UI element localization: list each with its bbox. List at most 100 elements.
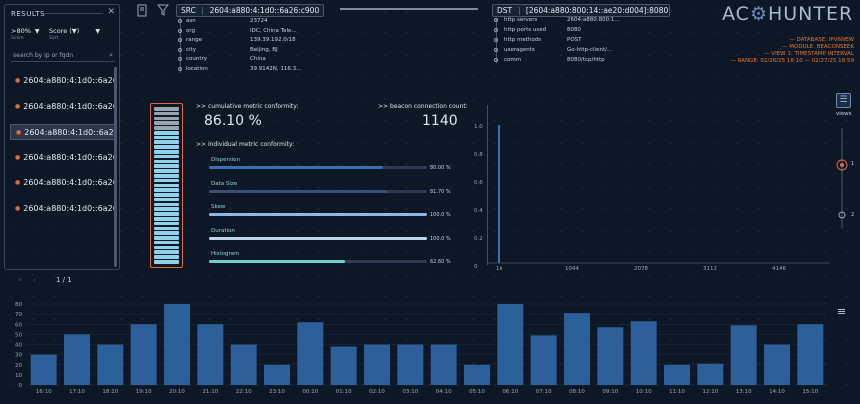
result-item[interactable]: ● 2604:a880:4:1d0::6a26:c bbox=[10, 201, 116, 217]
y-tick-label: 70 bbox=[15, 312, 22, 318]
chart-bar[interactable] bbox=[230, 344, 257, 386]
x-tick-label: 4146 bbox=[772, 266, 786, 272]
view-step-2[interactable] bbox=[838, 211, 846, 219]
status-dot-icon: ● bbox=[15, 179, 21, 186]
chart-bar[interactable] bbox=[630, 321, 657, 385]
result-item[interactable]: ● 2604:a880:4:1d0::6a26:c bbox=[10, 175, 116, 191]
src-field-key: asn bbox=[186, 18, 196, 24]
dst-address: [2604:a880:800:14::ae20:d004]:8080 bbox=[525, 6, 669, 15]
result-item[interactable]: ● 2604:a880:4:1d0::6a26:c bbox=[10, 150, 116, 166]
meter-segment bbox=[154, 135, 179, 140]
x-tick-label: 11:10 bbox=[669, 389, 685, 395]
y-tick-label: 0 bbox=[474, 264, 478, 270]
chart-bar[interactable] bbox=[497, 304, 524, 385]
result-item-label: 2604:a880:4:1d0::6a26:c bbox=[23, 76, 116, 85]
chart-bar[interactable] bbox=[530, 335, 557, 385]
search-icon[interactable]: ⌕ bbox=[109, 51, 113, 59]
meter-segment bbox=[154, 193, 179, 197]
metric-name: Dispersion bbox=[211, 157, 241, 163]
chart-bar[interactable] bbox=[430, 344, 457, 386]
app-logo: AC⚙HUNTER bbox=[722, 3, 854, 25]
y-tick-label: 10 bbox=[15, 373, 22, 379]
x-tick-label: 17:10 bbox=[69, 389, 85, 395]
meter-segment bbox=[154, 216, 179, 221]
metric-name: Duration bbox=[211, 227, 235, 234]
chart-bar[interactable] bbox=[64, 334, 90, 385]
filter-select[interactable]: >80% ▼ bbox=[11, 27, 40, 35]
result-item[interactable]: ● 2604:a880:4:1d0::6a26:c bbox=[10, 73, 116, 89]
chart-bar[interactable] bbox=[130, 324, 157, 385]
chart-bar[interactable] bbox=[97, 344, 124, 386]
result-item-label: 2604:a880:4:1d0::6a26:c bbox=[23, 203, 116, 213]
y-tick-label: 60 bbox=[15, 322, 22, 328]
scrollbar[interactable] bbox=[114, 67, 117, 267]
first-page-button[interactable]: « bbox=[18, 276, 23, 284]
sort-select[interactable]: Score (▼) ▼ bbox=[49, 27, 100, 35]
chart-bar[interactable] bbox=[330, 346, 357, 385]
dst-field-value: 2604:a880:800:1... bbox=[567, 17, 620, 23]
bullet-icon bbox=[494, 18, 498, 22]
chart-bar[interactable] bbox=[730, 325, 757, 385]
chart-bar[interactable] bbox=[697, 363, 724, 385]
y-tick-label: 40 bbox=[15, 343, 22, 349]
x-tick-label: 2078 bbox=[634, 266, 648, 272]
document-icon[interactable] bbox=[136, 4, 148, 18]
dst-label: DST bbox=[497, 6, 513, 15]
meter-segment bbox=[154, 207, 179, 211]
x-tick-label: 20:10 bbox=[169, 389, 185, 395]
menu-icon[interactable]: ≡ bbox=[837, 305, 847, 318]
meter-segment bbox=[154, 202, 179, 207]
result-item[interactable]: ● 2604:a880:4:1d0::6a26:c bbox=[10, 124, 116, 140]
chart-bar[interactable] bbox=[30, 354, 57, 385]
meter-segment bbox=[154, 159, 179, 164]
src-field-key: location bbox=[186, 66, 208, 72]
x-tick-label: 02:10 bbox=[369, 389, 385, 395]
filter-icon[interactable] bbox=[156, 4, 170, 18]
metric-bar-track bbox=[209, 236, 427, 240]
meter-segment bbox=[154, 188, 179, 192]
x-tick-label: 06:10 bbox=[502, 389, 518, 395]
chart-bar[interactable] bbox=[664, 364, 690, 385]
close-icon[interactable]: ✕ bbox=[107, 7, 115, 17]
metric-pct: 62.60 % bbox=[430, 259, 451, 265]
src-address: 2604:a880:4:1d0::6a26:c900 bbox=[209, 6, 320, 15]
chart-bar[interactable] bbox=[297, 322, 324, 385]
chart-bar[interactable] bbox=[264, 364, 290, 385]
src-field-value: 23724 bbox=[250, 18, 268, 24]
meter-segment bbox=[154, 154, 179, 159]
metric-bar-track bbox=[209, 260, 427, 263]
x-tick-label: 1044 bbox=[565, 266, 579, 272]
view-stepper[interactable] bbox=[830, 128, 858, 228]
src-field-value: China bbox=[250, 56, 266, 63]
info-line: — DATABASE: IPV6NEW bbox=[789, 37, 854, 43]
page-indicator: 1 / 1 bbox=[56, 276, 72, 284]
chart-bar[interactable] bbox=[397, 344, 424, 386]
bullet-icon bbox=[178, 38, 182, 43]
metric-bar-fill bbox=[209, 166, 384, 169]
result-item-label: 2604:a880:4:1d0::6a26:c bbox=[23, 178, 116, 187]
chart-bar[interactable] bbox=[197, 324, 224, 385]
search-input[interactable]: search by ip or fqdn ⌕ bbox=[11, 49, 115, 62]
info-line: — RANGE: 02/26/25 18:10 — 02/27/25 18:59 bbox=[730, 58, 854, 64]
result-item[interactable]: ● 2604:a880:4:1d0::6a26:c bbox=[10, 99, 116, 115]
prev-page-button[interactable]: ‹ bbox=[33, 276, 36, 284]
chevron-down-icon: ▼ bbox=[95, 28, 100, 35]
metric-name: Skew bbox=[211, 204, 226, 210]
chart-bar[interactable] bbox=[797, 324, 824, 385]
chart-bar[interactable] bbox=[464, 364, 490, 385]
chart-bar[interactable] bbox=[764, 344, 790, 386]
metric-bar-fill bbox=[209, 236, 427, 240]
x-tick-label: 09:10 bbox=[602, 389, 618, 395]
y-tick-label: 0.8 bbox=[474, 152, 483, 158]
chart-bar[interactable] bbox=[564, 313, 590, 385]
y-tick-label: 0.6 bbox=[474, 180, 483, 186]
metric-pct: 100.0 % bbox=[430, 212, 451, 218]
chart-bar[interactable] bbox=[597, 327, 624, 385]
chart-bar[interactable] bbox=[364, 344, 390, 386]
view-step-1[interactable] bbox=[836, 159, 848, 171]
metric-name: Histogram bbox=[211, 251, 240, 257]
views-button[interactable]: ☰ bbox=[836, 93, 851, 108]
metric-bar-track bbox=[209, 213, 427, 216]
y-tick-label: 0.4 bbox=[474, 208, 483, 214]
chart-bar[interactable] bbox=[164, 304, 190, 385]
